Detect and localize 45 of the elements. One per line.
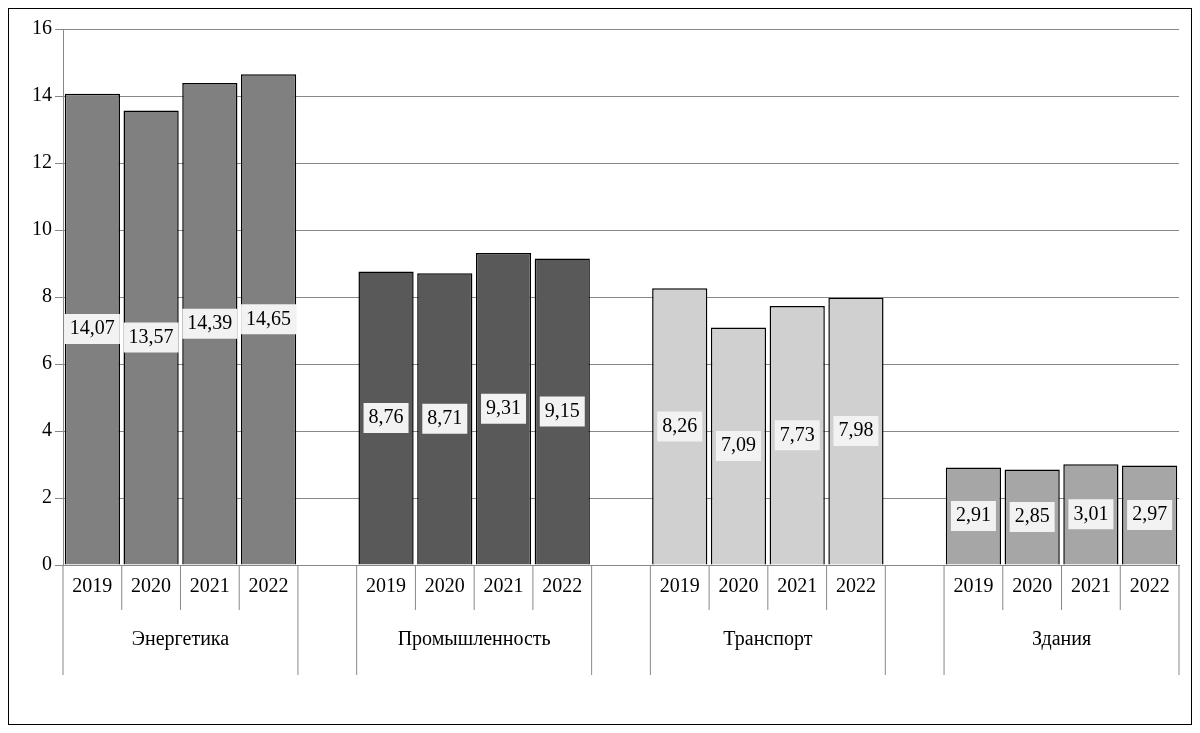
data-label: 8,26 <box>662 413 698 436</box>
y-tick-label: 8 <box>42 284 52 307</box>
data-label: 9,15 <box>544 398 580 421</box>
data-label: 2,85 <box>1014 504 1050 527</box>
y-tick-label: 4 <box>42 418 52 441</box>
x-tick-label: 2022 <box>1129 574 1170 597</box>
x-tick-label: 2020 <box>131 574 172 597</box>
text: Здания <box>1031 627 1092 651</box>
text: Транспорт <box>723 627 813 651</box>
y-tick-label: 0 <box>42 552 52 575</box>
data-label: 13,57 <box>128 324 174 347</box>
x-tick-label: 2022 <box>835 574 876 597</box>
data-label: 14,65 <box>246 306 292 329</box>
text: Энергетика <box>131 627 230 651</box>
y-tick-label: 12 <box>32 150 52 173</box>
data-label: 14,07 <box>69 316 115 339</box>
data-label: 7,98 <box>838 418 874 441</box>
x-tick-label: 2020 <box>424 574 465 597</box>
text: Промышленность <box>397 627 551 651</box>
y-tick-label: 14 <box>32 83 52 106</box>
y-tick-label: 16 <box>32 16 52 39</box>
x-tick-label: 2021 <box>189 574 230 597</box>
data-label: 7,09 <box>720 433 756 456</box>
y-tick-label: 6 <box>42 351 52 374</box>
y-tick-label: 2 <box>42 485 52 508</box>
x-tick-label: 2021 <box>777 574 818 597</box>
x-tick-label: 2022 <box>248 574 289 597</box>
x-tick-label: 2021 <box>483 574 524 597</box>
x-tick-label: 2021 <box>1070 574 1111 597</box>
x-tick-label: 2022 <box>542 574 583 597</box>
data-label: 2,91 <box>955 503 991 526</box>
data-label: 9,31 <box>486 396 522 419</box>
x-tick-label: 2019 <box>72 574 113 597</box>
y-tick-label: 10 <box>32 217 52 240</box>
data-label: 2,97 <box>1132 502 1168 525</box>
x-tick-label: 2019 <box>366 574 407 597</box>
data-label: 8,71 <box>427 406 463 429</box>
x-tick-label: 2020 <box>718 574 759 597</box>
x-tick-label: 2019 <box>659 574 700 597</box>
x-tick-label: 2020 <box>1012 574 1053 597</box>
data-label: 8,76 <box>368 405 404 428</box>
x-tick-label: 2019 <box>953 574 994 597</box>
data-label: 3,01 <box>1073 501 1109 524</box>
data-label: 7,73 <box>779 422 815 445</box>
data-label: 14,39 <box>187 310 233 333</box>
